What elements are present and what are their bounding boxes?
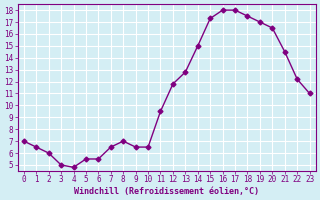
X-axis label: Windchill (Refroidissement éolien,°C): Windchill (Refroidissement éolien,°C) — [74, 187, 259, 196]
